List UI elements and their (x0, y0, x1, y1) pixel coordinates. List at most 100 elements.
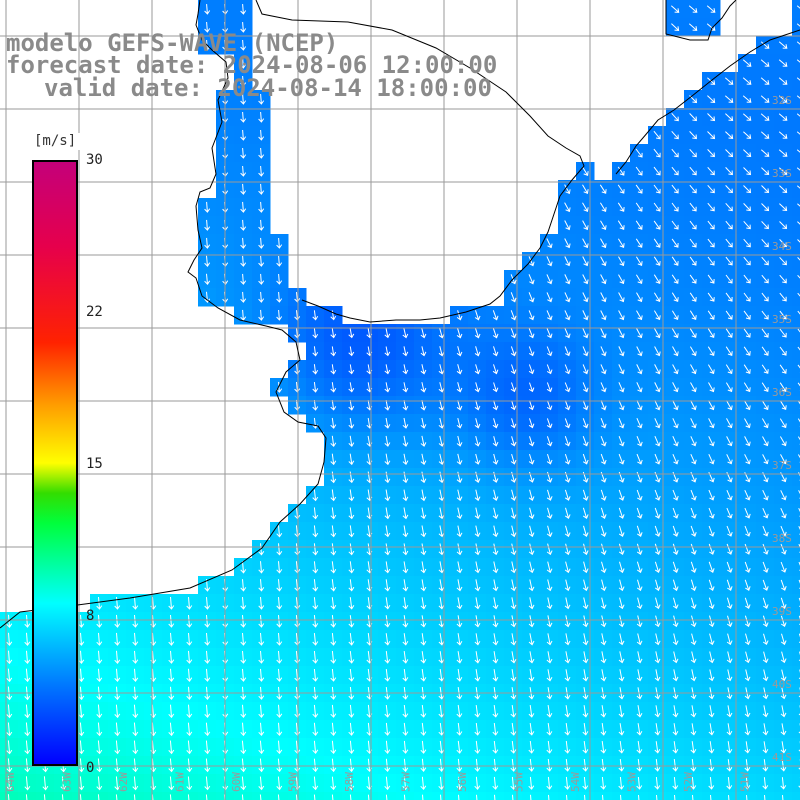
wind-vector (778, 149, 788, 157)
latitude-label: 34S (772, 240, 792, 253)
wind-vector (672, 543, 679, 555)
wind-vector (725, 274, 733, 284)
wind-vector (348, 758, 355, 773)
wind-vector (240, 758, 247, 773)
wind-vector (474, 400, 481, 411)
wind-vector (204, 650, 211, 664)
wind-vector (528, 382, 535, 393)
wind-vector (636, 436, 643, 447)
wind-vector (258, 219, 265, 231)
wind-vector (744, 507, 751, 519)
wind-vector (276, 776, 283, 791)
wind-vector (456, 704, 463, 718)
wind-vector (708, 759, 715, 772)
wind-vector (97, 794, 100, 800)
wind-speed-cell (792, 756, 800, 775)
wind-vector (133, 794, 136, 800)
wind-vector (671, 148, 679, 158)
wind-vector (546, 651, 553, 664)
wind-vector (492, 346, 499, 357)
wind-vector (528, 651, 535, 664)
wind-vector (276, 561, 283, 574)
wind-vector (654, 382, 661, 393)
wind-vector (654, 400, 661, 411)
wind-vector (636, 633, 643, 646)
wind-vector (690, 489, 697, 501)
wind-speed-cell (360, 792, 379, 800)
wind-vector (402, 400, 409, 411)
longitude-label: 62W (117, 772, 130, 792)
wind-vector (258, 165, 265, 177)
wind-vector (600, 489, 607, 501)
colorbar-tick-0: 0 (86, 760, 95, 776)
wind-vector (656, 794, 658, 800)
wind-vector (330, 668, 337, 682)
wind-vector (797, 274, 800, 279)
wind-vector (402, 453, 409, 465)
wind-vector (779, 256, 787, 266)
wind-vector (456, 579, 463, 592)
wind-vector (636, 597, 643, 610)
wind-vector (528, 597, 535, 610)
wind-vector (474, 328, 481, 339)
wind-vector (779, 346, 787, 356)
wind-vector (24, 650, 31, 664)
longitude-label: 55W (513, 772, 526, 792)
wind-vector (330, 740, 337, 754)
wind-vector (618, 651, 625, 664)
wind-vector (600, 597, 607, 610)
wind-vector (132, 704, 139, 719)
wind-vector (240, 129, 247, 141)
wind-vector (438, 507, 445, 520)
wind-vector (564, 615, 571, 628)
wind-vector (706, 5, 716, 13)
wind-vector (168, 650, 175, 664)
wind-vector (186, 650, 193, 664)
longitude-label: 58W (343, 772, 356, 792)
wind-vector (331, 794, 334, 800)
wind-vector (348, 489, 355, 502)
wind-vector (654, 543, 661, 555)
wind-vector (780, 705, 787, 718)
wind-speed-cell (306, 792, 325, 800)
wind-vector (690, 382, 697, 393)
wind-vector (761, 203, 770, 212)
wind-vector (672, 418, 679, 429)
wind-vector (600, 543, 607, 556)
wind-vector (797, 418, 800, 427)
wind-vector (672, 615, 679, 628)
longitude-label: 51W (739, 772, 752, 792)
wind-vector (618, 274, 625, 285)
wind-vector (438, 346, 445, 357)
wind-vector (330, 364, 337, 375)
wind-vector (797, 257, 800, 261)
wind-vector (312, 364, 319, 375)
wind-vector (546, 489, 553, 501)
wind-vector (796, 167, 800, 171)
wind-speed-cell (738, 792, 757, 800)
wind-vector (654, 561, 661, 573)
wind-vector (690, 723, 697, 736)
wind-vector (653, 310, 661, 321)
wind-vector (743, 238, 751, 248)
wind-vector (782, 795, 784, 800)
wind-speed-cell (792, 540, 800, 559)
wind-vector (438, 740, 445, 754)
wind-vector (617, 202, 625, 212)
wind-vector (24, 632, 31, 646)
wind-vector (582, 453, 589, 465)
wind-vector (402, 543, 409, 556)
wind-vector (797, 382, 800, 391)
wind-vector (654, 776, 661, 790)
wind-vector (420, 489, 427, 502)
wind-vector (653, 130, 661, 140)
wind-vector (726, 705, 733, 718)
wind-speed-cell (36, 792, 55, 800)
wind-vector (510, 364, 517, 375)
wind-vector (708, 418, 715, 429)
wind-vector (653, 238, 661, 248)
wind-vector (132, 650, 139, 664)
wind-vector (690, 759, 697, 772)
wind-vector (778, 59, 788, 67)
wind-vector (725, 310, 733, 320)
